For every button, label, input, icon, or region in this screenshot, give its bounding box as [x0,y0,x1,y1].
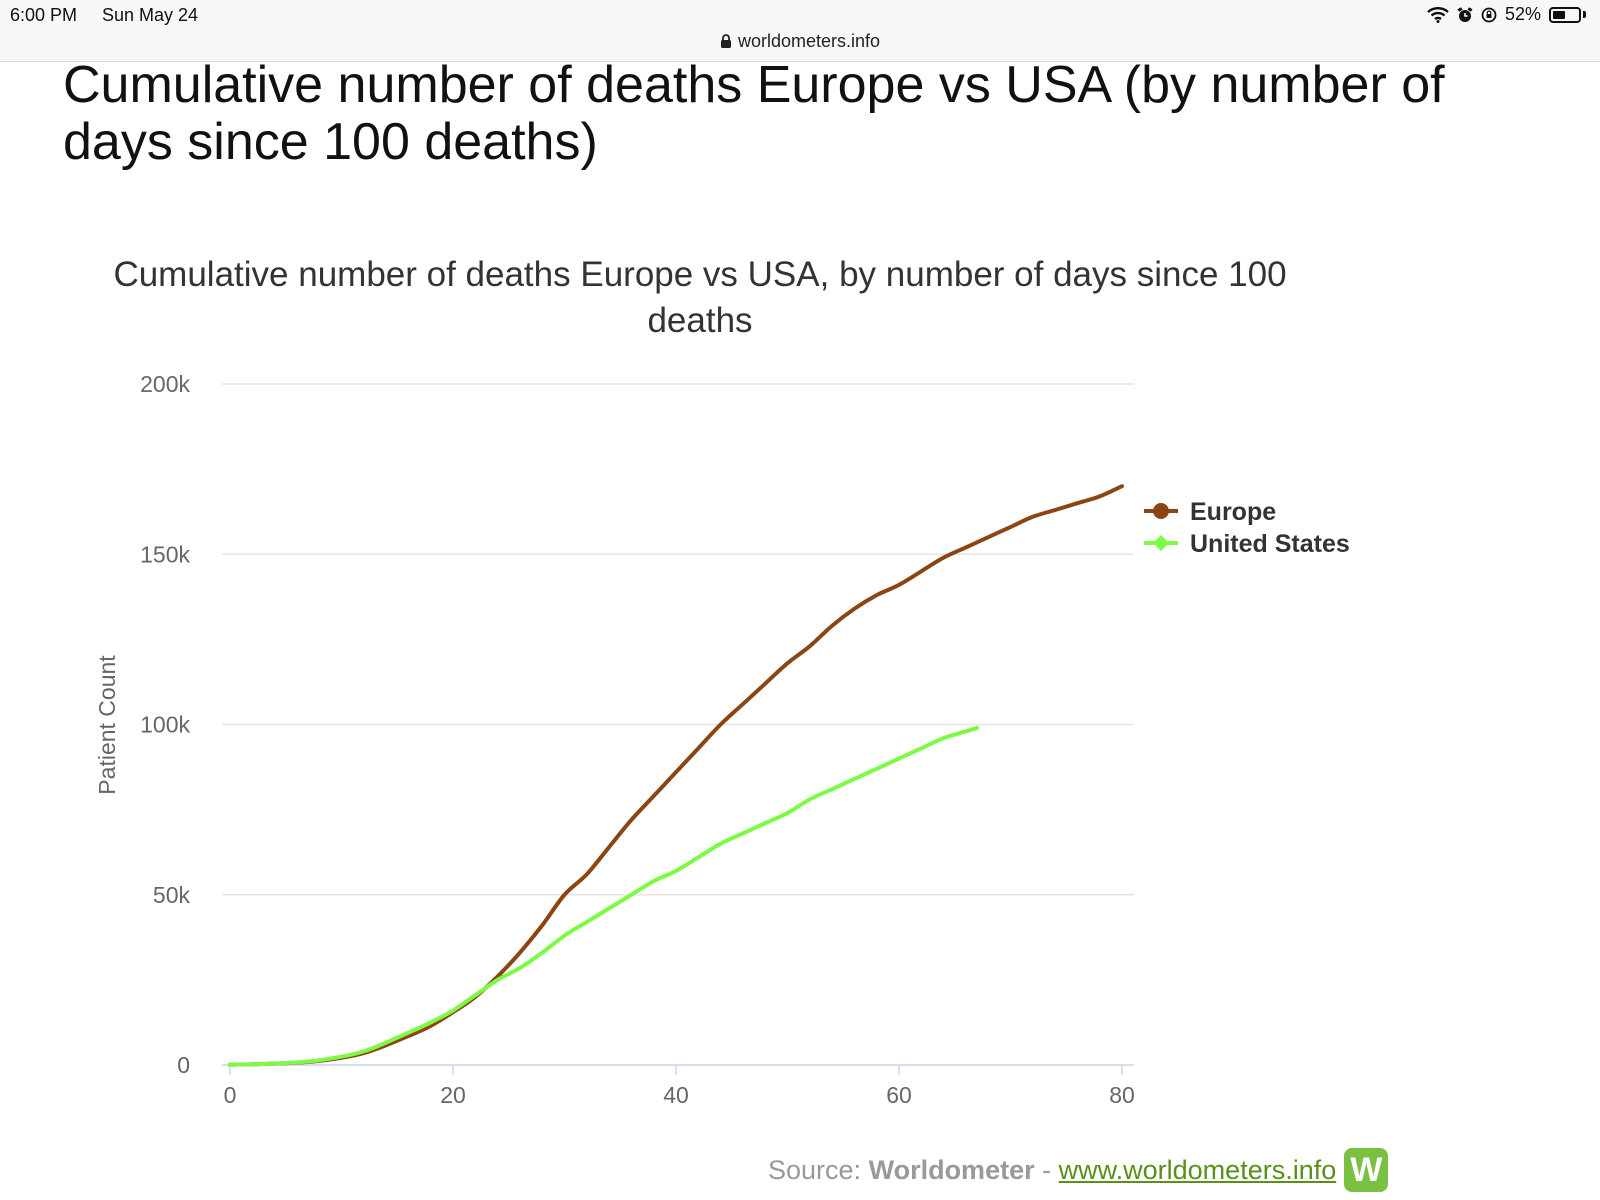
legend-label: Europe [1190,498,1276,526]
url-text: worldometers.info [737,31,881,51]
x-tick-label: 0 [224,1082,237,1108]
source-credit: Source: Worldometer - www.worldometers.i… [768,1148,1389,1192]
legend-label: United States [1190,530,1350,558]
status-icons: 52% [1427,4,1586,25]
legend-marker-diamond [1153,535,1169,551]
battery-percent: 52% [1504,4,1541,24]
status-date: Sun May 24 [102,5,199,25]
x-tick-label: 20 [440,1082,466,1108]
status-time: 6:00 PM [10,5,78,25]
y-tick-label: 50k [153,882,191,908]
x-tick-label: 40 [663,1082,689,1108]
orientation-lock-icon [1481,7,1497,22]
battery-fill [1553,10,1566,19]
y-tick-label: 200k [140,371,190,397]
y-tick-label: 100k [140,712,190,738]
x-tick-label: 80 [1109,1082,1135,1108]
legend[interactable]: Europe United States [1144,498,1350,558]
y-tick-label: 150k [140,541,190,567]
series-line-united-states[interactable] [228,725,980,1067]
y-axis-label: Patient Count [94,655,120,795]
wifi-icon [1427,6,1449,23]
series-line-europe[interactable] [228,484,1124,1067]
series [228,484,1124,1067]
y-tick-label: 0 [177,1052,190,1078]
battery-tip [1583,11,1586,18]
legend-item-europe[interactable]: Europe [1144,498,1276,526]
alarm-icon [1457,6,1473,22]
legend-item-united-states[interactable]: United States [1144,530,1350,558]
address-bar[interactable]: worldometers.info [0,31,1600,52]
source-link[interactable]: www.worldometers.info [1058,1154,1337,1185]
status-bar: 6:00 PM Sun May 24 worldometers.info 52% [0,0,1600,62]
source-prefix: Source: [768,1154,862,1185]
grid [222,383,1134,896]
x-tick-label: 60 [886,1082,912,1108]
legend-marker-circle [1153,503,1169,519]
page-title: Cumulative number of deaths Europe vs US… [63,56,1445,171]
lock-icon [720,34,731,48]
axes: 0 50k 100k 150k 200k 0 20 40 60 80 [140,371,1135,1108]
source-separator: - [1042,1154,1052,1185]
worldometer-logo[interactable]: W [1344,1148,1389,1192]
chart-title: Cumulative number of deaths Europe vs US… [113,255,1287,340]
battery-icon [1549,6,1581,23]
source-name: Worldometer [868,1154,1035,1185]
